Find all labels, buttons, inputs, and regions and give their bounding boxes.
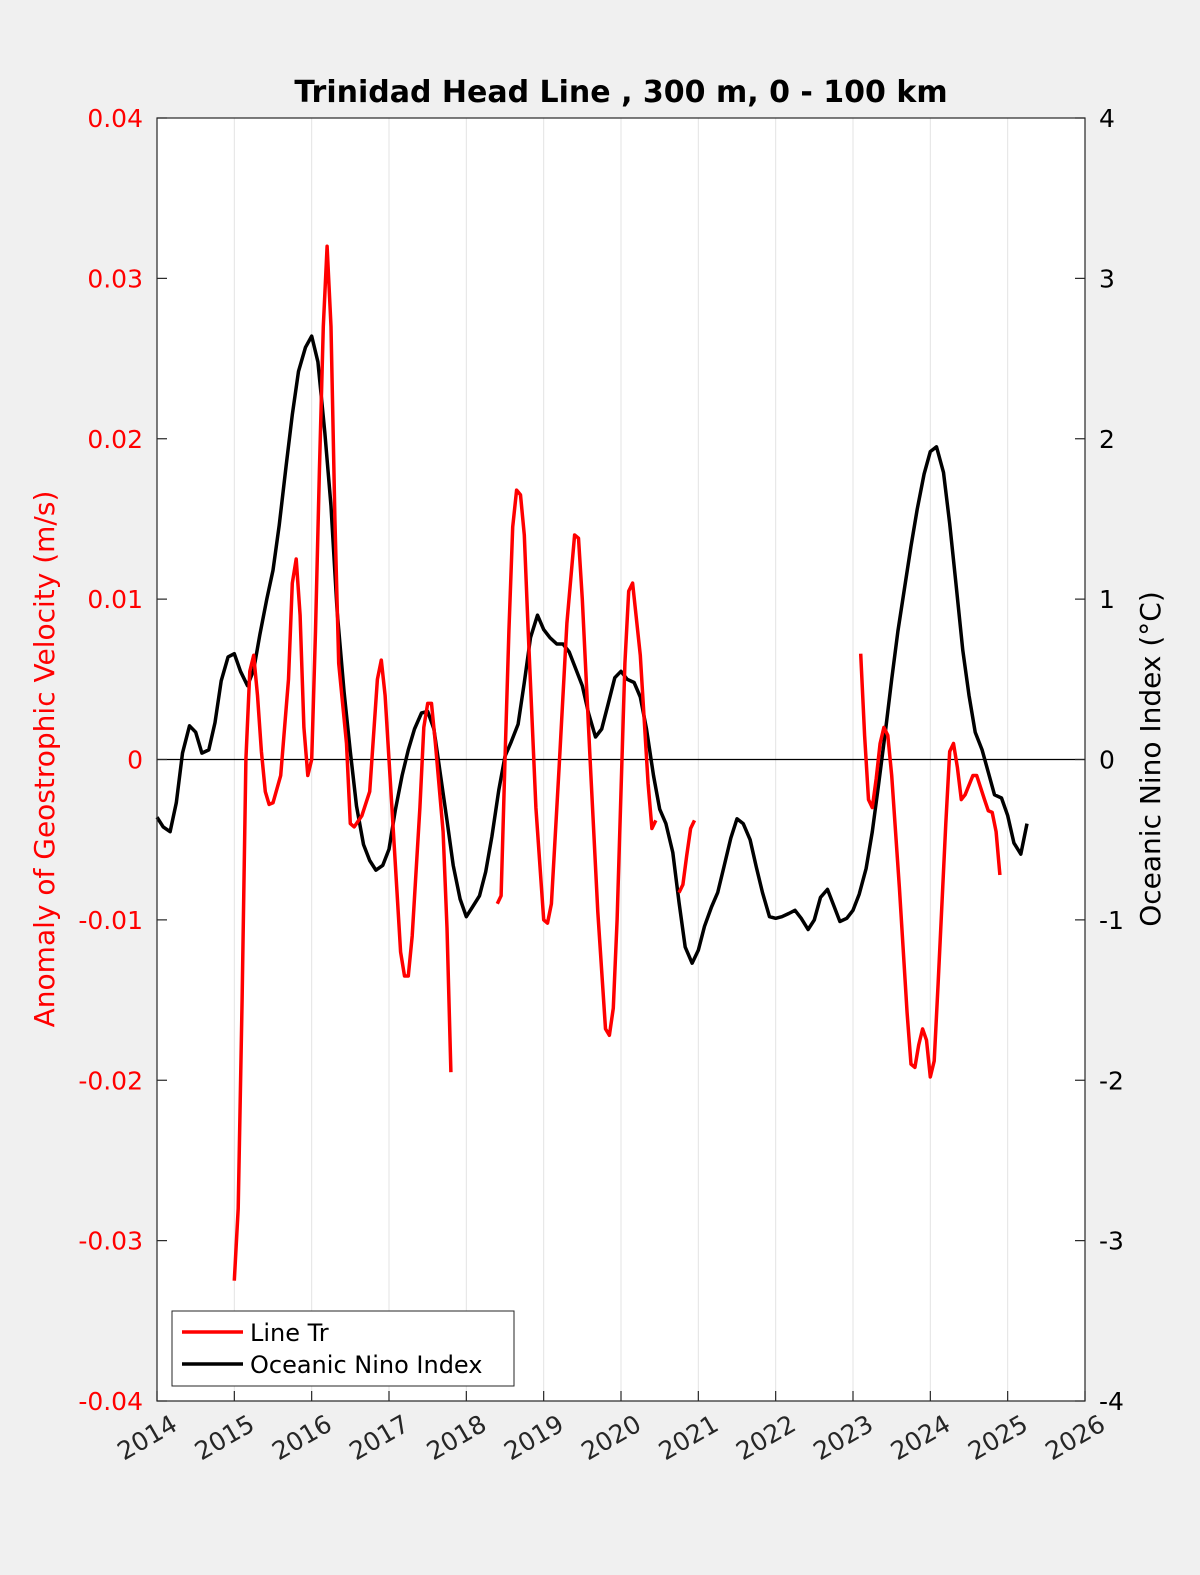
y-right-tick-label: 1 (1099, 585, 1115, 614)
left-axis: -0.04 -0.03 -0.02 -0.01 0 0.01 0.02 0.03 0.04 (78, 104, 167, 1416)
x-tick-label: 2016 (267, 1409, 337, 1466)
right-axis: -4 -3 -2 -1 0 1 2 3 4 (1075, 104, 1124, 1416)
x-axis: 2014 2015 2016 2017 2018 2019 2020 2021 2022 2023… (112, 1391, 1110, 1466)
y-left-tick-label: 0.04 (87, 104, 143, 133)
y-right-tick-label: -3 (1099, 1227, 1124, 1256)
y-right-tick-label: 4 (1099, 104, 1115, 133)
x-tick-label: 2019 (499, 1409, 569, 1466)
series-line-line-tr (677, 819, 697, 894)
y-left-tick-label: 0 (127, 746, 143, 775)
y-left-tick-label: 0.01 (87, 585, 143, 614)
x-tick-label: 2025 (963, 1409, 1033, 1466)
x-tick-label: 2024 (886, 1409, 956, 1466)
y-left-tick-label: 0.03 (87, 264, 143, 293)
y-left-tick-label: -0.02 (78, 1066, 143, 1095)
y-right-axis-label: Oceanic Nino Index (°C) (1134, 591, 1167, 927)
legend: Line Tr Oceanic Nino Index (171, 1310, 515, 1387)
series-line-line-tr (232, 244, 453, 1281)
series-line-oceanic-nino-index (155, 334, 1029, 965)
x-tick-label: 2026 (1040, 1409, 1110, 1466)
chart-title: Trinidad Head Line , 300 m, 0 - 100 km (294, 75, 947, 110)
x-tick-label: 2020 (576, 1409, 646, 1466)
legend-label-oni: Oceanic Nino Index (250, 1351, 482, 1379)
legend-label-line-tr: Line Tr (250, 1319, 329, 1347)
series-line-line-tr (858, 653, 1002, 1079)
x-tick-label: 2023 (808, 1409, 878, 1466)
y-left-axis-label: Anomaly of Geostrophic Velocity (m/s) (28, 491, 61, 1028)
series-layer (155, 244, 1029, 1281)
y-right-tick-label: 2 (1099, 425, 1115, 454)
y-right-tick-label: 3 (1099, 264, 1115, 293)
x-tick-label: 2022 (731, 1409, 801, 1466)
y-left-tick-label: 0.02 (87, 425, 143, 454)
x-tick-label: 2017 (344, 1409, 414, 1466)
x-tick-label: 2015 (190, 1409, 260, 1466)
y-right-tick-label: -1 (1099, 906, 1124, 935)
y-right-tick-label: -2 (1099, 1066, 1124, 1095)
x-tick-label: 2018 (422, 1409, 492, 1466)
y-right-tick-label: -4 (1099, 1387, 1124, 1416)
series-line-line-tr (495, 488, 658, 1038)
x-tick-label: 2014 (112, 1409, 182, 1466)
x-tick-label: 2021 (654, 1409, 724, 1466)
y-left-tick-label: -0.04 (78, 1387, 143, 1416)
y-left-tick-label: -0.01 (78, 906, 143, 935)
y-right-tick-label: 0 (1099, 746, 1115, 775)
y-left-tick-label: -0.03 (78, 1227, 143, 1256)
legend-box (171, 1310, 515, 1387)
